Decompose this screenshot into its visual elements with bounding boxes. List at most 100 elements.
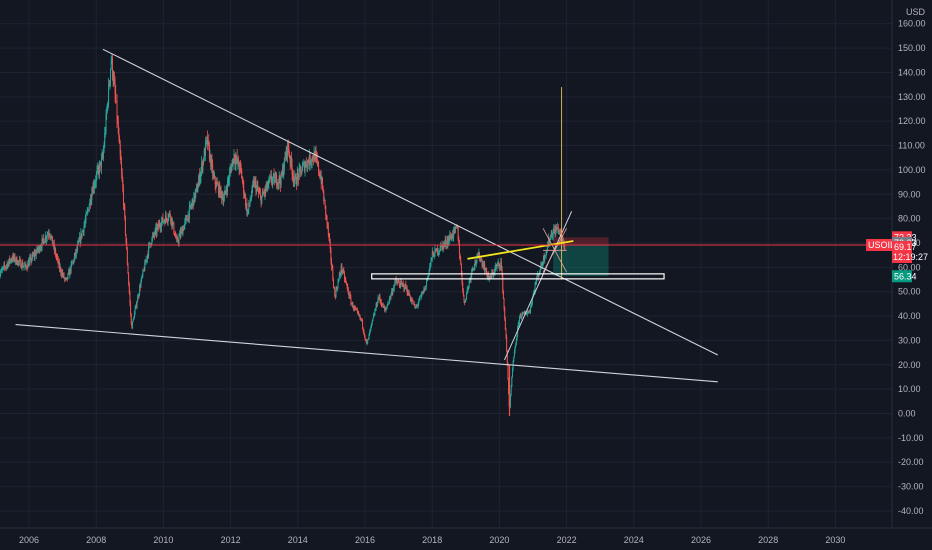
candle-body [173,223,175,234]
candle-body [336,289,338,290]
candle-body [382,303,384,308]
candle-body [427,275,429,277]
candle-body [66,277,68,280]
candle-body [413,303,415,305]
y-tick-label: -10.00 [898,433,924,443]
candle-body [553,229,555,232]
candle-body [73,256,75,262]
candle-body [515,344,517,347]
candle-body [75,249,77,255]
candle-body [75,252,77,255]
candle-body [266,182,268,188]
candle-body [335,289,337,297]
candle-body [73,260,75,262]
candle-body [182,228,184,235]
candle-body [488,275,490,280]
candle-body [179,232,181,236]
candle-body [495,266,497,268]
x-tick-label: 2020 [489,535,509,545]
candle-body [309,154,311,164]
candle-body [520,316,522,318]
candle-body [449,235,451,238]
candle-body [349,294,351,298]
candle-body [89,199,91,206]
candle-body [258,190,260,193]
candle-body [371,320,373,323]
candle-body [511,369,513,377]
candle-body [269,176,271,180]
candle-body [506,350,508,364]
candle-body [469,279,471,282]
candle-body [241,178,243,181]
candle-body [116,101,118,121]
candle-body [178,236,180,243]
trend-drawings[interactable] [15,48,719,383]
candle-body [282,168,284,175]
candle-body [35,252,37,256]
stop-zone [553,237,609,246]
candle-body [501,267,503,276]
candle-body [356,309,358,311]
candle-body [482,264,484,269]
candle-body [166,220,168,222]
current-price-tag: 69.17 [894,242,917,252]
candle-body [436,248,438,254]
candle-body [156,227,158,233]
candle-body [478,251,480,260]
candle-body [548,238,550,246]
candle-body [480,258,482,260]
candle-body [159,226,161,228]
candle-body [206,136,208,145]
candle-body [13,255,15,259]
candle-body [148,245,150,256]
candle-body [264,187,266,194]
y-tick-label: 120.00 [898,116,926,126]
candle-body [408,291,410,296]
candle-body [253,181,255,186]
candle-body [554,229,556,235]
candle-body [464,299,466,303]
candle-body [105,114,107,133]
candle-body [475,261,477,263]
candle-body [351,303,353,305]
candle-body [526,312,528,314]
candle-body [517,327,519,337]
candle-body [23,266,25,268]
y-tick-label: 110.00 [898,141,925,151]
candle-body [392,289,394,294]
candle-body [197,188,199,193]
candle-body [85,214,87,221]
candle-body [255,181,257,192]
candle-body [216,182,218,185]
candle-body [11,259,13,261]
candle-body [419,296,421,298]
candle-body [50,236,52,239]
candle-body [155,227,157,230]
candle-body [313,151,315,161]
candle-body [524,312,526,314]
y-tick-label: 80.00 [898,214,921,224]
candle-body [44,241,46,244]
candle-body [64,278,66,280]
candle-body [208,145,210,160]
candle-body [169,212,171,216]
candle-body [219,184,221,197]
candle-body [382,303,384,306]
candle-body [356,310,358,312]
candle-body [38,246,40,249]
candle-body [395,279,397,283]
candle-body [523,312,525,314]
candle-body [287,141,289,149]
candle-body [18,259,20,262]
time-axis[interactable]: 2006 2008 2010 2012 2014 2016 2018 2020 2022 2024… [19,535,845,545]
candle-body [297,172,299,175]
candle-body [376,302,378,306]
candle-body [120,155,122,165]
candle-body [486,267,488,273]
candle-body [153,233,155,236]
candle-body [300,170,302,175]
candle-body [444,240,446,244]
y-tick-label: 60.00 [898,262,921,272]
candle-body [519,314,521,316]
